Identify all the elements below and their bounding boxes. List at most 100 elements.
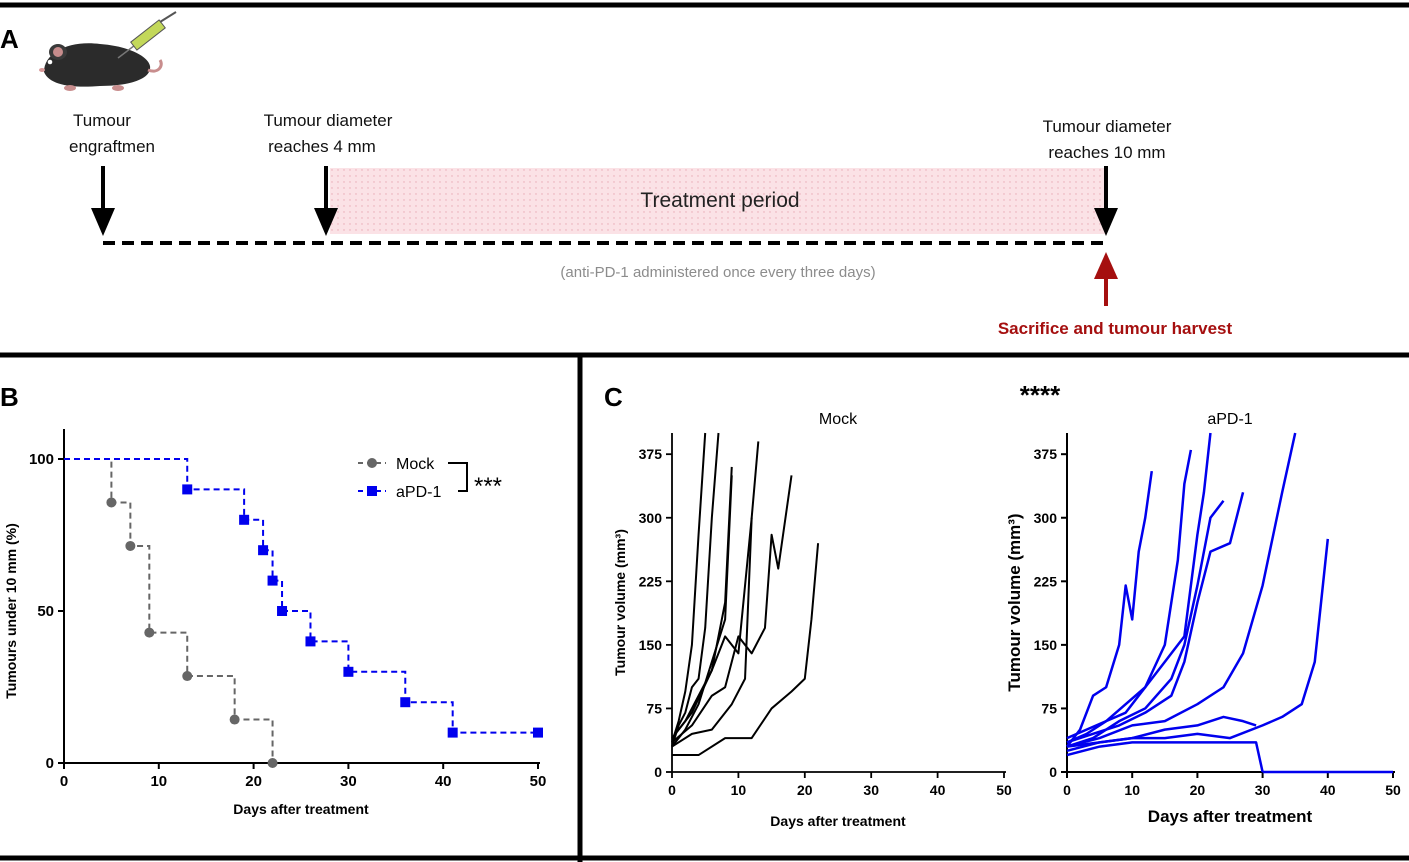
y-axis-label: Tumours under 10 mm (%)	[3, 523, 19, 699]
panel-b-label: B	[0, 382, 19, 412]
data-point	[400, 697, 411, 708]
x-axis-label: Days after treatment	[233, 801, 369, 817]
data-point	[447, 727, 458, 738]
y-tick-label: 50	[37, 603, 54, 620]
x-tick-label: 30	[863, 782, 879, 798]
panel-a-label: A	[0, 24, 19, 54]
x-tick-label: 10	[731, 782, 747, 798]
panel-c-label: C	[604, 382, 623, 412]
x-tick-label: 50	[530, 773, 547, 790]
x-tick-label: 40	[930, 782, 946, 798]
data-point	[533, 727, 543, 738]
legend-marker	[367, 458, 377, 468]
x-tick-label: 50	[996, 782, 1012, 798]
y-tick-label: 225	[1034, 573, 1058, 589]
data-point	[267, 575, 278, 586]
event-label-1-line1: Tumour	[73, 111, 131, 130]
data-point	[144, 627, 155, 638]
growth-curve	[671, 432, 720, 747]
legend-label: aPD-1	[396, 484, 441, 501]
data-point	[106, 497, 117, 508]
y-tick-label: 0	[1049, 764, 1057, 780]
data-point	[267, 758, 278, 768]
x-tick-label: 30	[340, 773, 357, 790]
x-tick-label: 50	[1385, 782, 1401, 798]
significance-bracket	[448, 462, 468, 492]
endpoint-label: Sacrifice and tumour harvest	[998, 319, 1233, 338]
data-point	[343, 666, 354, 677]
x-tick-label: 0	[60, 773, 68, 790]
data-point	[277, 606, 288, 616]
y-tick-label: 300	[639, 510, 663, 526]
arrow-down-icon	[314, 166, 338, 236]
arrow-down-icon	[1094, 166, 1118, 236]
event-label-2-line1: Tumour diameter	[264, 111, 393, 130]
data-point	[182, 671, 193, 682]
data-point	[305, 636, 316, 647]
dosing-note: (anti-PD-1 administered once every three…	[560, 264, 875, 281]
growth-curve	[672, 543, 820, 757]
tumour-growth-apd1-chart: 0 10 20 30 40 50 0 75 150 225 300 375 Days after tre…	[1005, 380, 1401, 826]
y-tick-label: 75	[1041, 700, 1057, 716]
growth-curve	[1066, 432, 1297, 748]
arrow-down-icon	[91, 166, 115, 236]
survival-chart: 0 10 20 30 40 50 0 50 100 Days after treatment Tum…	[3, 429, 546, 817]
data-point	[125, 540, 136, 551]
growth-curve	[1066, 470, 1153, 748]
y-axis-label: Tumour volume (mm³)	[1005, 513, 1024, 691]
data-point	[182, 484, 193, 495]
y-tick-label: 150	[1034, 637, 1058, 653]
treatment-period-box	[330, 168, 1106, 234]
x-tick-label: 20	[1190, 782, 1206, 798]
y-tick-label: 75	[646, 700, 662, 716]
legend-label: Mock	[396, 456, 435, 473]
event-label-2-line2: reaches 4 mm	[268, 137, 376, 156]
syringe-icon	[117, 11, 177, 59]
series-line-mock	[64, 458, 274, 763]
x-axis-label: Days after treatment	[1148, 807, 1313, 826]
growth-curve	[671, 432, 707, 743]
significance-label: ***	[474, 473, 502, 500]
y-tick-label: 375	[1034, 446, 1058, 462]
x-tick-label: 10	[1124, 782, 1140, 798]
chart-title: aPD-1	[1207, 411, 1252, 428]
tumour-growth-mock-chart: 0 10 20 30 40 50 0 75 150 225 300 375 Days after tre…	[612, 411, 1012, 829]
y-tick-label: 0	[654, 764, 662, 780]
x-tick-label: 0	[1063, 782, 1071, 798]
y-tick-label: 225	[639, 573, 663, 589]
y-tick-label: 100	[29, 451, 54, 468]
legend: Mock aPD-1 ***	[358, 456, 502, 501]
significance-label: ****	[1020, 380, 1061, 410]
x-tick-label: 40	[1320, 782, 1336, 798]
arrow-up-icon	[1094, 252, 1118, 306]
mouse-icon	[39, 43, 163, 91]
x-tick-label: 0	[668, 782, 676, 798]
x-tick-label: 40	[435, 773, 452, 790]
growth-curve	[1066, 432, 1212, 740]
growth-curve	[671, 466, 733, 739]
growth-curve	[1066, 500, 1225, 748]
chart-title: Mock	[819, 411, 858, 428]
x-tick-label: 20	[797, 782, 813, 798]
event-label-3-line2: reaches 10 mm	[1048, 143, 1165, 162]
growth-curve	[1066, 538, 1330, 748]
event-label-3-line1: Tumour diameter	[1043, 117, 1172, 136]
y-tick-label: 375	[639, 446, 663, 462]
y-tick-label: 0	[46, 755, 54, 772]
y-tick-label: 300	[1034, 510, 1058, 526]
y-tick-label: 150	[639, 637, 663, 653]
series-line-apd-1	[64, 458, 538, 734]
x-tick-label: 10	[150, 773, 167, 790]
data-point	[239, 514, 250, 525]
data-point	[258, 545, 269, 556]
legend-marker	[367, 486, 377, 496]
treatment-period-label: Treatment period	[640, 189, 799, 212]
x-tick-label: 30	[1255, 782, 1271, 798]
event-label-1-line2: engraftmen	[69, 137, 155, 156]
growth-curve	[671, 517, 753, 748]
data-point	[229, 714, 240, 725]
x-axis-label: Days after treatment	[770, 813, 906, 829]
growth-curve	[671, 475, 793, 744]
x-tick-label: 20	[245, 773, 262, 790]
